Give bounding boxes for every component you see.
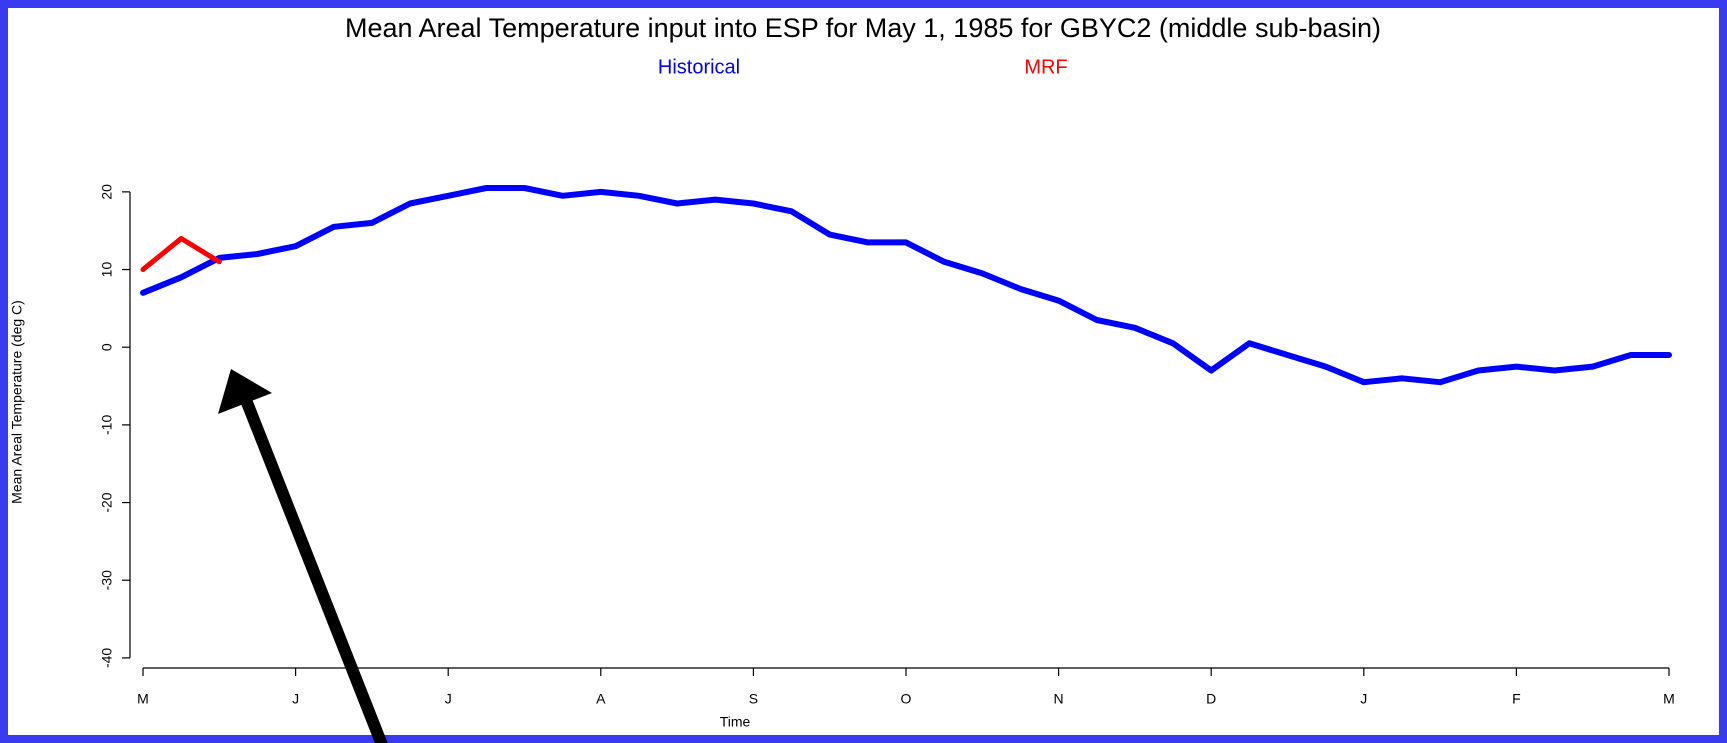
arrow-head [218, 369, 272, 414]
series-line [140, 236, 222, 272]
legend-label: Historical [658, 56, 740, 78]
legend-label: MRF [1024, 56, 1067, 78]
series-line [140, 185, 1672, 386]
y-tick-label: 20 [99, 184, 115, 200]
x-tick-label: D [1206, 691, 1216, 707]
y-tick-label: -30 [99, 570, 115, 590]
x-tick-label: M [137, 691, 149, 707]
x-tick-label: O [901, 691, 912, 707]
y-tick-label: -10 [99, 415, 115, 435]
arrow-shaft [240, 397, 388, 743]
x-tick-label: F [1512, 691, 1521, 707]
x-axis-label: Time [720, 714, 751, 730]
x-tick-label: S [749, 691, 758, 707]
x-tick-label: J [445, 691, 452, 707]
y-tick-label: -20 [99, 492, 115, 512]
y-tick-label: 0 [99, 343, 115, 351]
chart-title: Mean Areal Temperature input into ESP fo… [345, 13, 1381, 43]
x-tick-label: A [596, 691, 606, 707]
y-tick-label: 10 [99, 262, 115, 278]
arrow [218, 369, 388, 743]
x-tick-label: M [1663, 691, 1675, 707]
x-tick-label: N [1054, 691, 1064, 707]
y-tick-label: -40 [99, 648, 115, 668]
x-tick-label: J [1360, 691, 1367, 707]
x-tick-label: J [292, 691, 299, 707]
y-axis-label: Mean Areal Temperature (deg C) [9, 300, 25, 504]
plot-area: -40 -30 -20 -10 0 10 20 M J J A S O N D J F M [99, 184, 1675, 707]
